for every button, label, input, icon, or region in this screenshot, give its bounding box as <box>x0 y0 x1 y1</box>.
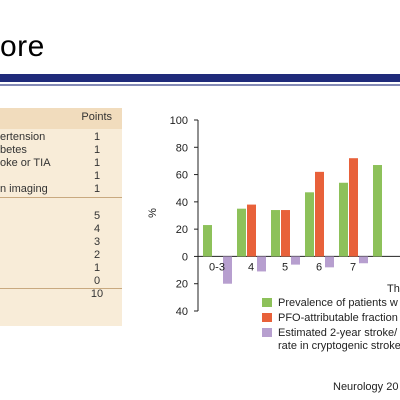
legend-label: PFO-attributable fraction <box>278 312 398 324</box>
bar-2-5 <box>291 256 300 265</box>
title-rule <box>0 74 400 82</box>
slide-title: ore <box>0 30 45 63</box>
bar-0- <box>373 165 382 257</box>
score-row-points: 1 <box>93 170 101 183</box>
x-axis-label: The <box>387 283 400 295</box>
y-tick-label: 80 <box>176 142 188 154</box>
bar-1-6 <box>315 171 324 257</box>
y-tick-label: 20 <box>176 224 188 236</box>
bar-2-6 <box>325 256 334 268</box>
bar-1-5 <box>281 210 290 257</box>
score-table-divider <box>0 196 122 198</box>
score-row-points: 1 <box>93 157 101 170</box>
x-tick-label: 6 <box>316 261 322 273</box>
score-row-points: 10 <box>90 288 104 301</box>
score-row-points: 1 <box>93 262 101 274</box>
bar-2-0-3 <box>223 256 232 284</box>
y-tick-label: 60 <box>176 170 188 182</box>
legend-label: Prevalence of patients w <box>278 297 398 309</box>
title-rule-thin <box>0 84 400 86</box>
score-row-points: 3 <box>93 235 101 248</box>
score-table-header: Points <box>0 108 122 129</box>
score-row-points: 2 <box>93 248 101 261</box>
score-row-label: ertension <box>0 131 46 143</box>
legend-label: Estimated 2-year stroke/ <box>278 327 398 339</box>
bar-0-4 <box>237 208 246 257</box>
y-tick-label: 0 <box>182 251 188 263</box>
bar-0-0-3 <box>203 225 212 257</box>
x-tick-label: 0-3 <box>209 261 225 273</box>
score-row-points: 0 <box>93 275 101 288</box>
score-row-label: betes <box>0 144 27 157</box>
x-tick-label: 7 <box>350 261 356 273</box>
y-tick-label: 100 <box>170 115 188 127</box>
y-tick-label: 40 <box>176 306 188 318</box>
score-row-points: 4 <box>93 222 101 235</box>
bar-1-4 <box>247 204 256 257</box>
bar-0-6 <box>305 192 314 257</box>
score-row-points: 1 <box>93 183 101 196</box>
y-tick-label: 40 <box>176 197 188 209</box>
score-table-divider <box>0 288 122 290</box>
legend-label-line2: rate in cryptogenic stroke <box>278 340 400 352</box>
citation: Neurology 20 <box>333 381 399 393</box>
bar-1-7 <box>349 158 358 257</box>
points-column-header: Points <box>81 111 112 123</box>
score-row-points: 1 <box>93 144 101 157</box>
legend-swatch <box>262 313 272 322</box>
score-row-label: oke or TIA <box>0 157 51 170</box>
bar-2-4 <box>257 256 266 272</box>
score-row-points: 1 <box>93 131 101 143</box>
y-tick-label: 20 <box>176 279 188 291</box>
legend-swatch <box>262 298 272 307</box>
bar-2-7 <box>359 256 368 264</box>
bar-0-7 <box>339 182 348 257</box>
x-tick-label: 5 <box>282 261 288 273</box>
score-row-label: n imaging <box>0 183 48 196</box>
y-axis-label: % <box>147 208 159 218</box>
score-row-points: 5 <box>93 209 101 222</box>
bar-0-5 <box>271 210 280 257</box>
x-tick-label: 4 <box>248 261 254 273</box>
score-table: Points ertension 1 betes 1 oke or TIA 1 1 n ima… <box>0 108 122 326</box>
legend-swatch <box>262 328 272 337</box>
